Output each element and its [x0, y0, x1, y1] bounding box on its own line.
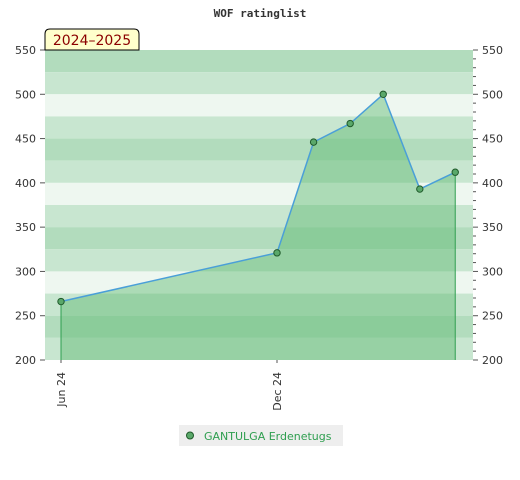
- right-tick-label: 350: [482, 221, 503, 234]
- grid-band: [45, 116, 473, 139]
- x-tick-label: Jun 24: [55, 372, 68, 408]
- data-point: [451, 168, 459, 176]
- left-tick-label: 400: [15, 177, 36, 190]
- right-tick-label: 250: [482, 310, 503, 323]
- grid-band: [45, 315, 473, 338]
- grid-band: [45, 293, 473, 316]
- left-tick-label: 300: [15, 265, 36, 278]
- x-tick-label: Dec 24: [271, 372, 284, 411]
- grid-band: [45, 94, 473, 117]
- data-point: [309, 138, 318, 146]
- grid-band: [45, 50, 473, 73]
- data-point: [57, 297, 65, 306]
- right-tick-label: 500: [482, 88, 503, 101]
- grid-band: [45, 72, 473, 95]
- season-badge-shape: [44, 28, 140, 51]
- left-tick-label: 500: [15, 88, 36, 101]
- legend-marker-icon: [186, 431, 194, 440]
- season-badge: 2024–2025: [44, 28, 140, 51]
- grid-band: [45, 271, 473, 294]
- data-point: [416, 185, 424, 193]
- data-point: [273, 249, 281, 257]
- chart-title: WOF ratinglist: [214, 7, 307, 20]
- left-y-axis: 200 250 300 350 400 450 500 550: [15, 44, 45, 367]
- left-tick-label: 200: [15, 354, 36, 367]
- left-tick-label: 550: [15, 44, 36, 57]
- grid-band: [45, 138, 473, 161]
- legend-series-label: GANTULGA Erdenetugs: [204, 430, 332, 443]
- right-tick-label: 400: [482, 177, 503, 190]
- season-badge-text: 2024–2025: [53, 33, 131, 49]
- data-point: [379, 90, 387, 98]
- right-tick-label: 300: [482, 265, 503, 278]
- grid-band: [45, 160, 473, 183]
- x-axis: Jun 24 Dec 24: [55, 360, 284, 411]
- grid-band: [45, 249, 473, 272]
- left-tick-label: 350: [15, 221, 36, 234]
- grid-band: [45, 205, 473, 228]
- right-tick-label: 200: [482, 354, 503, 367]
- rating-area-layer: [57, 90, 459, 361]
- legend-background: [179, 425, 343, 446]
- data-point: [346, 119, 354, 128]
- background-bands: [45, 50, 473, 360]
- right-tick-label: 450: [482, 133, 503, 146]
- left-tick-label: 250: [15, 310, 36, 323]
- rating-area: [61, 94, 456, 361]
- right-y-axis: 200 250 300 350 400 450 500 550: [473, 44, 503, 367]
- grid-band: [45, 182, 473, 205]
- legend: GANTULGA Erdenetugs: [179, 425, 343, 446]
- left-tick-label: 450: [15, 133, 36, 146]
- grid-band: [45, 337, 473, 360]
- grid-band: [45, 227, 473, 250]
- right-tick-label: 550: [482, 44, 503, 57]
